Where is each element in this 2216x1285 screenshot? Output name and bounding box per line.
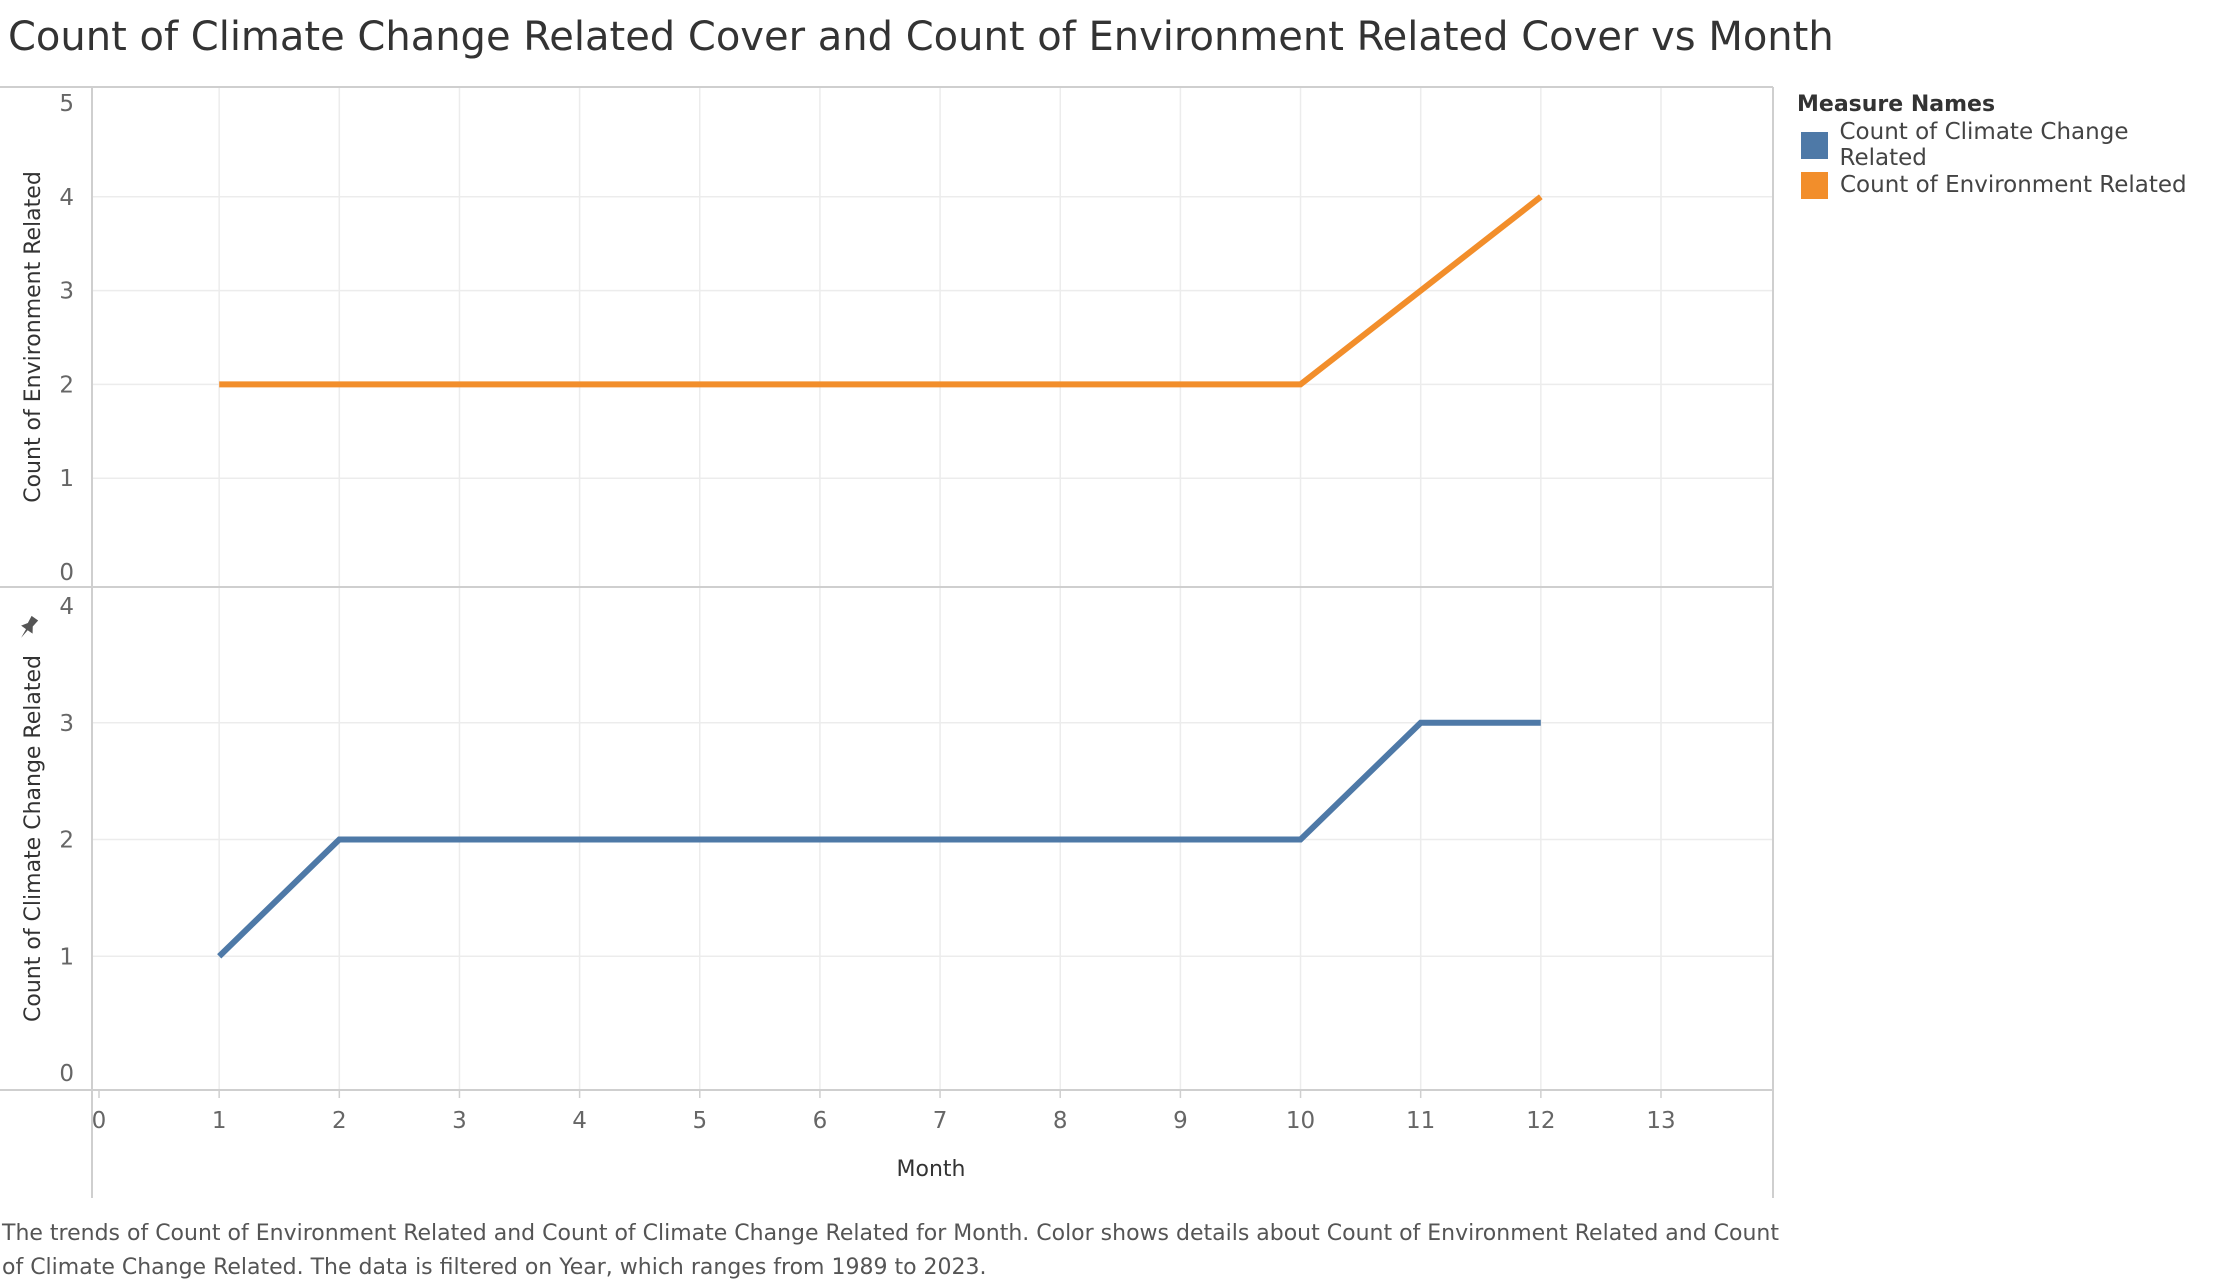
pin-icon[interactable]	[15, 614, 40, 642]
x-tick-label: 2	[332, 1108, 347, 1134]
y-tick-label: 3	[59, 711, 74, 737]
chart-frame	[0, 87, 1773, 1198]
y-tick-label: 1	[59, 466, 74, 492]
legend-item-environment[interactable]: Count of Environment Related	[1797, 165, 2216, 205]
legend-label-environment: Count of Environment Related	[1840, 172, 2187, 198]
x-tick-label: 7	[933, 1108, 948, 1134]
legend-title: Measure Names	[1797, 92, 2216, 117]
legend-label-climate: Count of Climate Change Related	[1840, 119, 2216, 171]
x-tick-label: 11	[1406, 1108, 1435, 1134]
x-tick-label: 8	[1053, 1108, 1068, 1134]
y-tick-label: 0	[59, 560, 74, 586]
y-tick-label: 2	[59, 828, 74, 854]
legend-swatch-climate	[1801, 132, 1828, 159]
chart-caption: The trends of Count of Environment Relat…	[2, 1217, 1802, 1285]
y-tick-label: 5	[59, 91, 74, 117]
x-tick-label: 0	[92, 1108, 107, 1134]
x-tick-label: 13	[1646, 1108, 1675, 1134]
x-tick-label: 4	[572, 1108, 587, 1134]
y-axis-title: Count of Climate Change Related	[21, 655, 46, 1022]
y-tick-label: 4	[59, 185, 74, 211]
y-tick-label: 2	[59, 372, 74, 398]
x-tick-label: 9	[1173, 1108, 1188, 1134]
series-layer	[219, 197, 1541, 957]
x-axis-title: Month	[897, 1157, 966, 1182]
x-tick-label: 12	[1526, 1108, 1555, 1134]
y-tick-label: 1	[59, 944, 74, 970]
legend-swatch-environment	[1801, 172, 1828, 199]
y-tick-label: 0	[59, 1061, 74, 1087]
x-tick-label: 5	[692, 1108, 707, 1134]
x-tick-label: 3	[452, 1108, 467, 1134]
grid-layer	[92, 87, 1773, 1090]
y-tick-label: 4	[59, 594, 74, 620]
x-tick-label: 6	[813, 1108, 828, 1134]
legend-item-climate[interactable]: Count of Climate Change Related	[1797, 125, 2216, 165]
legend: Measure Names Count of Climate Change Re…	[1797, 92, 2216, 205]
x-tick-label: 1	[212, 1108, 227, 1134]
y-axis-title: Count of Environment Related	[21, 171, 46, 503]
y-tick-label: 3	[59, 279, 74, 305]
x-tick-label: 10	[1286, 1108, 1315, 1134]
